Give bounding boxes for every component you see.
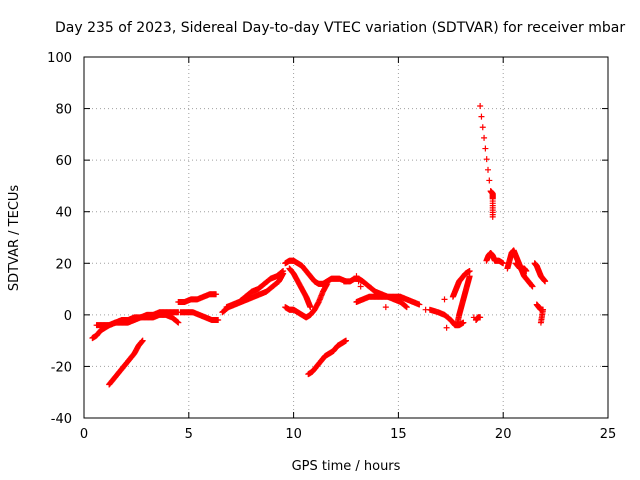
y-axis-label: SDTVAR / TECUs — [7, 185, 22, 292]
data-point — [537, 319, 544, 326]
series-arc-early-lower — [93, 311, 182, 329]
data-point — [441, 296, 448, 303]
data-point — [416, 301, 423, 308]
data-point — [479, 124, 486, 131]
data-point — [353, 273, 360, 280]
series-arc-morning-1 — [175, 291, 220, 305]
data-point — [485, 166, 492, 173]
series-arc-early-negative — [106, 337, 146, 388]
data-point — [174, 318, 181, 325]
data-point — [500, 260, 507, 267]
data-point — [460, 319, 467, 326]
series-arc-afternoon-low — [353, 293, 410, 311]
data-point — [470, 314, 477, 321]
series-arc-night — [531, 260, 549, 285]
y-tick-label: 0 — [64, 309, 72, 324]
x-tick-label: 5 — [185, 427, 193, 442]
series-arc-evening-3 — [512, 260, 530, 275]
data-point — [477, 102, 484, 109]
data-point — [489, 213, 496, 220]
x-axis-label: GPS time / hours — [292, 459, 401, 474]
y-tick-label: 60 — [55, 154, 72, 169]
y-tick-label: -40 — [51, 412, 72, 427]
y-tick-label: 100 — [47, 51, 72, 66]
series-arc-evening — [483, 249, 507, 267]
data-point — [422, 306, 429, 313]
grid — [84, 57, 608, 418]
series-arc-night-low — [533, 301, 547, 326]
data-point — [402, 303, 409, 310]
data-point — [324, 280, 331, 287]
series-arc-noon-negative — [305, 337, 349, 378]
x-tick-label: 10 — [285, 427, 302, 442]
x-tick-label: 15 — [390, 427, 407, 442]
series-arc-morning-2 — [177, 309, 222, 324]
chart-title: Day 235 of 2023, Sidereal Day-to-day VTE… — [55, 20, 625, 36]
data-point — [478, 113, 485, 120]
x-tick-label: 0 — [80, 427, 88, 442]
data-point — [357, 283, 364, 290]
data-point — [523, 268, 530, 275]
y-tick-label: -20 — [51, 360, 72, 375]
y-tick-label: 80 — [55, 103, 72, 118]
data-point — [443, 324, 450, 331]
y-tick-label: 40 — [55, 206, 72, 221]
series-arc-late-low — [472, 314, 484, 324]
data-point — [466, 273, 473, 280]
data-point — [482, 145, 489, 152]
data-point — [139, 337, 146, 344]
data-point — [307, 304, 314, 311]
data-point — [280, 268, 287, 275]
data-point — [483, 156, 490, 163]
data-point — [175, 319, 182, 326]
plot-frame — [83, 56, 609, 419]
y-tick-label: 20 — [55, 257, 72, 272]
data-point — [529, 283, 536, 290]
series-arc-late-rise — [449, 268, 473, 300]
data-point — [542, 278, 549, 285]
data-point — [343, 337, 349, 344]
data-point — [486, 177, 493, 184]
data-points — [89, 102, 549, 388]
data-point — [355, 278, 362, 285]
series-arc-low-flat — [282, 280, 331, 321]
data-point — [403, 304, 410, 311]
data-point — [477, 314, 484, 321]
series-arc-evening-high — [477, 102, 496, 220]
series-arc-midday-upper — [223, 268, 287, 311]
axis-ticks: 0 5 10 15 20 25 -40 -20 0 20 40 60 80 100 — [47, 51, 616, 442]
x-tick-label: 20 — [495, 427, 512, 442]
data-point — [382, 304, 389, 311]
series-scatter-isolated — [353, 273, 477, 331]
data-point — [279, 268, 286, 275]
series-arc-drop — [286, 265, 314, 311]
data-point — [213, 291, 220, 298]
data-point — [466, 268, 473, 275]
x-tick-label: 25 — [600, 427, 617, 442]
data-point — [481, 134, 488, 141]
data-point — [215, 317, 222, 324]
series-arc-late-climb — [454, 273, 473, 329]
series-arc-afternoon — [340, 275, 423, 308]
data-point — [353, 298, 360, 305]
